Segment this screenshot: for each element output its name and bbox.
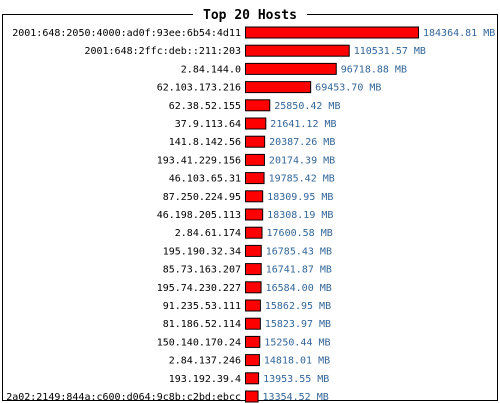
value-label: 20387.26 MB: [269, 137, 335, 148]
value-label: 96718.88 MB: [341, 64, 407, 75]
value-label: 18309.95 MB: [267, 192, 333, 203]
host-bar: [245, 26, 419, 39]
host-bar: [245, 317, 261, 330]
value-label: 15862.95 MB: [265, 301, 331, 312]
value-label: 21641.12 MB: [270, 119, 336, 130]
host-bar: [245, 81, 312, 94]
host-label: 2a02:2149:844a:c600:d064:9c8b:c2bd:ebcc: [6, 392, 241, 403]
bar-row: 85.73.163.207 16741.87 MB: [163, 263, 332, 276]
host-bar: [245, 299, 261, 312]
host-label: 62.38.52.155: [169, 101, 241, 112]
bar-row: 2.84.61.174 17600.58 MB: [175, 226, 333, 239]
value-label: 15250.44 MB: [264, 337, 330, 348]
host-label: 87.250.224.95: [163, 192, 241, 203]
bar-row: 195.74.230.227 16584.00 MB: [157, 281, 332, 294]
host-bar: [245, 62, 337, 75]
bar-row: 2.84.144.0 96718.88 MB: [181, 62, 407, 75]
bar-row: 62.103.173.216 69453.70 MB: [157, 81, 381, 94]
bar-row: 141.8.142.56 20387.26 MB: [169, 135, 335, 148]
value-label: 184364.81 MB: [423, 28, 495, 39]
host-bar: [245, 117, 267, 130]
host-bar: [245, 153, 265, 166]
host-label: 2.84.137.246: [169, 356, 241, 367]
host-label: 195.190.32.34: [163, 246, 241, 257]
bar-row: 87.250.224.95 18309.95 MB: [163, 190, 333, 203]
host-label: 46.198.205.113: [157, 210, 241, 221]
value-label: 25850.42 MB: [274, 101, 340, 112]
bar-row: 81.186.52.114 15823.97 MB: [163, 317, 331, 330]
title-background: [193, 6, 307, 24]
host-bar: [245, 226, 263, 239]
host-bar: [245, 99, 271, 112]
value-label: 69453.70 MB: [315, 83, 381, 94]
host-label: 193.41.229.156: [157, 155, 241, 166]
host-label: 62.103.173.216: [157, 83, 241, 94]
host-label: 2001:648:2ffc:deb::211:203: [84, 46, 241, 57]
host-label: 81.186.52.114: [163, 319, 241, 330]
host-bar: [245, 263, 262, 276]
host-bar: [245, 135, 266, 148]
bar-row: 150.140.170.24 15250.44 MB: [157, 335, 331, 348]
bar-row: 91.235.53.111 15862.95 MB: [163, 299, 331, 312]
host-bar: [245, 208, 264, 221]
value-label: 14818.01 MB: [264, 356, 330, 367]
host-bar: [245, 372, 260, 385]
value-label: 18308.19 MB: [267, 210, 333, 221]
host-bar: [245, 281, 262, 294]
value-label: 17600.58 MB: [267, 228, 333, 239]
host-bar: [245, 190, 264, 203]
value-label: 16741.87 MB: [266, 265, 332, 276]
host-bar: [245, 172, 265, 185]
host-label: 2001:648:2050:4000:ad0f:93ee:6b54:4d11: [12, 28, 241, 39]
host-label: 2.84.61.174: [175, 228, 241, 239]
host-bar: [245, 44, 350, 57]
chart-title: Top 20 Hosts: [203, 8, 297, 23]
bar-row: 46.103.65.31 19785.42 MB: [169, 172, 335, 185]
bar-row: 2001:648:2ffc:deb::211:203 110531.57 MB: [84, 44, 426, 57]
host-bar: [245, 244, 262, 257]
bar-row: 193.41.229.156 20174.39 MB: [157, 153, 335, 166]
bar-row: 195.190.32.34 16785.43 MB: [163, 244, 332, 257]
value-label: 16584.00 MB: [266, 283, 332, 294]
bar-row: 2.84.137.246 14818.01 MB: [169, 354, 330, 367]
host-bar: [245, 390, 259, 403]
bar-row: 193.192.39.4 13953.55 MB: [169, 372, 329, 385]
value-label: 13953.55 MB: [263, 374, 329, 385]
value-label: 15823.97 MB: [265, 319, 331, 330]
bar-row: 2a02:2149:844a:c600:d064:9c8b:c2bd:ebcc 1…: [6, 390, 329, 403]
bar-row: 62.38.52.155 25850.42 MB: [169, 99, 340, 112]
host-label: 193.192.39.4: [169, 374, 241, 385]
value-label: 19785.42 MB: [269, 174, 335, 185]
host-label: 195.74.230.227: [157, 283, 241, 294]
bar-row: 2001:648:2050:4000:ad0f:93ee:6b54:4d11 18…: [12, 26, 495, 39]
bar-row: 37.9.113.64 21641.12 MB: [175, 117, 337, 130]
host-label: 141.8.142.56: [169, 137, 241, 148]
value-label: 16785.43 MB: [266, 246, 332, 257]
host-bar: [245, 335, 261, 348]
value-label: 13354.52 MB: [263, 392, 329, 403]
host-label: 150.140.170.24: [157, 337, 241, 348]
bar-group: 2001:648:2050:4000:ad0f:93ee:6b54:4d11 18…: [6, 26, 495, 403]
host-label: 85.73.163.207: [163, 265, 241, 276]
value-label: 20174.39 MB: [269, 155, 335, 166]
host-bar: [245, 354, 260, 367]
host-label: 46.103.65.31: [169, 174, 241, 185]
host-label: 37.9.113.64: [175, 119, 241, 130]
bar-row: 46.198.205.113 18308.19 MB: [157, 208, 333, 221]
value-label: 110531.57 MB: [354, 46, 426, 57]
host-label: 2.84.144.0: [181, 64, 241, 75]
host-label: 91.235.53.111: [163, 301, 241, 312]
